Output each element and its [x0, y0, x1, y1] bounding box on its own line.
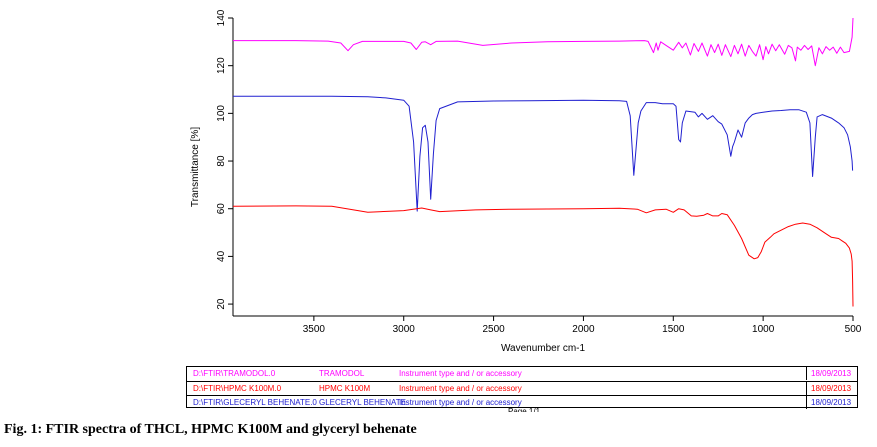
legend-row-name: TRAMODOL [319, 369, 365, 378]
y-tick-label: 80 [216, 155, 227, 167]
figure-caption: Fig. 1: FTIR spectra of THCL, HPMC K100M… [4, 422, 417, 437]
x-tick-label: 2000 [572, 324, 595, 335]
legend-row-hpmc: D:\FTIR\HPMC K100M.0 HPMC K100M Instrume… [187, 381, 857, 395]
x-axis-label: Wavenumber cm-1 [501, 343, 586, 354]
x-tick-label: 500 [845, 324, 862, 335]
spectrum-line-2 [232, 205, 854, 307]
legend-row-date: 18/09/2013 [806, 382, 856, 395]
legend-row-date: 18/09/2013 [806, 367, 856, 380]
legend-row-instrument: Instrument type and / or accessory [399, 398, 522, 407]
legend-row-name: GLECERYL BEHENATE [319, 398, 406, 407]
series-layer [232, 17, 854, 307]
legend-row-path: D:\FTIR\TRAMODOL.0 [193, 369, 276, 378]
x-tick-label: 3500 [303, 324, 326, 335]
y-tick-label: 140 [216, 9, 227, 26]
legend-row-path: D:\FTIR\HPMC K100M.0 [193, 384, 282, 393]
legend-row-glyceryl: D:\FTIR\GLECERYL BEHENATE.0 GLECERYL BEH… [187, 395, 857, 409]
spectrum-line-1 [233, 95, 854, 212]
legend-row-date: 18/09/2013 [806, 396, 856, 409]
legend-row-instrument: Instrument type and / or accessory [399, 369, 522, 378]
x-tick-label: 2500 [482, 324, 505, 335]
legend-row-path: D:\FTIR\GLECERYL BEHENATE.0 [193, 398, 317, 407]
y-tick-label: 20 [216, 298, 227, 310]
spectrum-line-0 [233, 17, 854, 67]
y-axis-label: Transmittance [%] [190, 127, 201, 207]
y-tick-label: 100 [216, 105, 227, 122]
page-footer: Page 1/1 [508, 407, 541, 412]
legend-row-tramodol: D:\FTIR\TRAMODOL.0 TRAMODOL Instrument t… [187, 367, 857, 380]
y-tick-label: 120 [216, 57, 227, 74]
x-ticks: 3500 3000 2500 2000 1500 1000 500 [303, 316, 862, 335]
y-tick-label: 60 [216, 203, 227, 215]
x-tick-label: 3000 [393, 324, 416, 335]
plot-area [232, 18, 853, 317]
legend-row-instrument: Instrument type and / or accessory [399, 384, 522, 393]
y-ticks: 20 40 60 80 100 120 140 [216, 9, 233, 310]
ftir-chart: 3500 3000 2500 2000 1500 1000 500 20 40 60 80 100 1… [190, 9, 862, 354]
legend-row-name: HPMC K100M [319, 384, 371, 393]
x-tick-label: 1000 [752, 324, 775, 335]
y-tick-label: 40 [216, 250, 227, 262]
x-tick-label: 1500 [662, 324, 685, 335]
legend-table: D:\FTIR\TRAMODOL.0 TRAMODOL Instrument t… [186, 366, 858, 409]
